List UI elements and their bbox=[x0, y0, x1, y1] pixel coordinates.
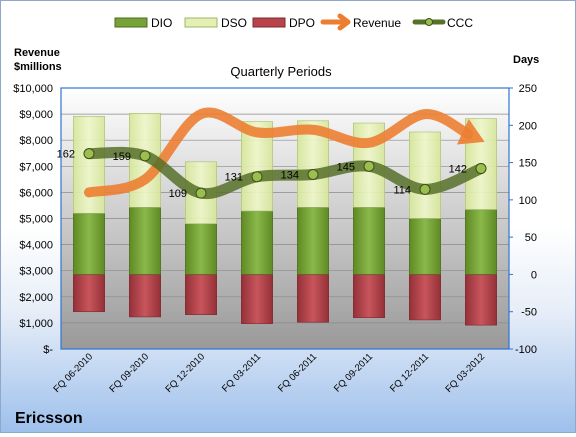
ccc-data-label: 134 bbox=[281, 170, 299, 182]
bar-dio bbox=[465, 209, 497, 275]
right-tick-label: -50 bbox=[521, 307, 537, 319]
left-axis-ticks: $- $1,000 $2,000 $3,000 $4,000 $5,000 $6,000 $7… bbox=[13, 83, 53, 356]
x-tick-label: FQ 03-2012 bbox=[443, 351, 487, 395]
right-axis-title: Days bbox=[513, 54, 539, 66]
right-axis-ticks: -100 -50 0 50 100 150 200 250 bbox=[509, 83, 537, 356]
right-tick-label: 250 bbox=[519, 83, 537, 95]
legend: DIO DSO DPO Revenue CCC bbox=[114, 13, 473, 31]
left-tick-label: $8,000 bbox=[19, 135, 53, 147]
ccc-data-label: 142 bbox=[449, 164, 467, 176]
right-tick-label: 150 bbox=[519, 158, 537, 170]
x-tick-label: FQ 06-2010 bbox=[51, 351, 95, 395]
bar-dio bbox=[241, 210, 273, 275]
legend-swatch-revenue bbox=[320, 13, 351, 31]
revenue-line bbox=[84, 107, 474, 198]
ccc-series: 162 159 109 131 134 145 114 142 bbox=[57, 146, 487, 200]
legend-swatch-dso bbox=[184, 17, 218, 28]
left-tick-label: $6,000 bbox=[19, 187, 53, 199]
bar-dpo bbox=[297, 274, 329, 323]
legend-swatch-ccc-marker bbox=[425, 18, 433, 26]
left-tick-label: $9,000 bbox=[19, 109, 53, 121]
bar-dio bbox=[129, 207, 161, 275]
x-tick-label: FQ 12-2010 bbox=[163, 351, 207, 395]
bar-dio bbox=[353, 207, 385, 275]
revenue-arrowhead bbox=[456, 119, 485, 145]
ccc-data-label: 145 bbox=[337, 161, 355, 173]
legend-label-dio: DIO bbox=[151, 16, 172, 30]
revenue-series bbox=[84, 107, 485, 198]
x-tick-label: FQ 12-2011 bbox=[388, 351, 431, 394]
left-tick-label: $3,000 bbox=[19, 266, 53, 278]
ccc-data-label: 159 bbox=[113, 151, 131, 163]
right-tick-label: 0 bbox=[531, 269, 537, 281]
left-tick-label: $10,000 bbox=[13, 83, 53, 95]
x-axis-ticks: FQ 06-2010 FQ 09-2010 FQ 12-2010 FQ 03-2011… bbox=[51, 351, 487, 395]
bar-dpo bbox=[465, 274, 497, 326]
x-tick-label: FQ 03-2011 bbox=[220, 351, 263, 394]
right-tick-label: 50 bbox=[525, 232, 537, 244]
x-tick-label: FQ 09-2010 bbox=[107, 351, 151, 395]
legend-label-dso: DSO bbox=[221, 16, 247, 30]
bar-dpo bbox=[409, 274, 441, 321]
left-axis-title-line1: Revenue bbox=[14, 47, 60, 59]
bar-dso bbox=[73, 116, 105, 214]
bar-dio bbox=[297, 207, 329, 275]
ccc-marker bbox=[195, 187, 207, 199]
ccc-data-label: 131 bbox=[225, 172, 243, 184]
left-tick-label: $- bbox=[43, 344, 53, 356]
ccc-marker bbox=[139, 150, 151, 162]
right-tick-label: 100 bbox=[519, 195, 537, 207]
ccc-marker bbox=[363, 160, 375, 172]
plot-border bbox=[60, 87, 510, 350]
ccc-data-label: 109 bbox=[169, 188, 187, 200]
legend-label-revenue: Revenue bbox=[353, 16, 401, 30]
x-tick-label: FQ 09-2011 bbox=[332, 351, 375, 394]
left-tick-label: $5,000 bbox=[19, 214, 53, 226]
bar-dpo bbox=[185, 274, 217, 315]
left-tick-label: $7,000 bbox=[19, 161, 53, 173]
left-tick-label: $2,000 bbox=[19, 292, 53, 304]
ccc-data-label: 114 bbox=[393, 184, 411, 196]
chart-title: Quarterly Periods bbox=[230, 64, 332, 79]
right-tick-label: -100 bbox=[515, 344, 537, 356]
ccc-marker bbox=[83, 148, 95, 160]
ccc-data-label: 162 bbox=[57, 149, 75, 161]
legend-label-dpo: DPO bbox=[289, 16, 315, 30]
bar-dpo bbox=[353, 274, 385, 318]
bar-dpo bbox=[73, 274, 105, 313]
company-name: Ericsson bbox=[15, 410, 83, 427]
legend-swatch-dpo bbox=[252, 17, 286, 28]
x-tick-label: FQ 06-2011 bbox=[276, 351, 319, 394]
bar-dio bbox=[73, 212, 105, 275]
right-tick-label: 200 bbox=[519, 120, 537, 132]
bar-dpo bbox=[241, 274, 273, 324]
legend-label-ccc: CCC bbox=[447, 16, 473, 30]
ccc-marker bbox=[251, 171, 263, 183]
bar-dso bbox=[409, 131, 441, 219]
left-tick-label: $4,000 bbox=[19, 240, 53, 252]
ccc-marker bbox=[307, 169, 319, 181]
left-tick-label: $1,000 bbox=[19, 318, 53, 330]
ccc-line bbox=[83, 146, 487, 200]
bar-dpo bbox=[129, 274, 161, 318]
legend-swatch-dio bbox=[114, 17, 148, 28]
ccc-marker bbox=[419, 183, 431, 195]
ccc-marker bbox=[475, 163, 487, 175]
left-axis-title-line2: $millions bbox=[14, 61, 62, 73]
bar-dio bbox=[409, 218, 441, 275]
bar-dio bbox=[185, 223, 217, 275]
